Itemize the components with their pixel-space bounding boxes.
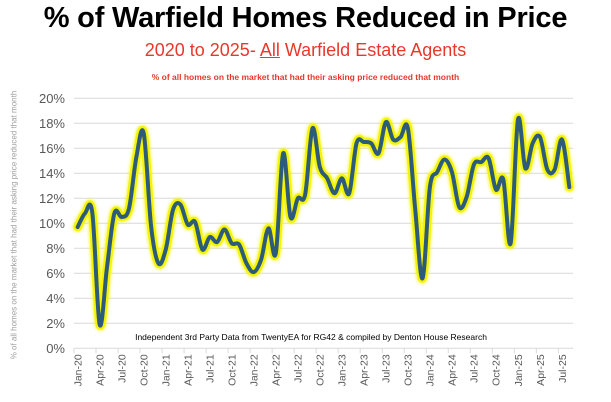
x-tick-label: Apr-25 [535, 354, 547, 386]
x-tick-label: Apr-23 [359, 354, 371, 386]
y-tick-label: 10% [39, 216, 65, 231]
x-tick-label: Apr-22 [271, 354, 283, 386]
source-annotation: Independent 3rd Party Data from TwentyEA… [135, 332, 487, 342]
x-tick-label: Jan-23 [337, 354, 349, 386]
x-tick-label: Jul-21 [205, 354, 217, 383]
y-tick-label: 14% [39, 166, 65, 181]
series-group [72, 112, 575, 332]
x-tick-label: Jul-25 [557, 354, 569, 383]
y-axis-ticks: 0% 2% 4% 6% 8% 10% 12% 14% 16% 18% 20% [39, 91, 65, 356]
y-tick-label: 18% [39, 116, 65, 131]
chart-note: % of all homes on the market that had th… [151, 72, 460, 82]
y-tick-label: 16% [39, 141, 65, 156]
x-tick-label: Oct-21 [227, 354, 239, 386]
subtitle-prefix: 2020 to 2025- [144, 40, 260, 60]
x-tick-label: Oct-24 [491, 354, 503, 386]
x-axis: Jan-20 Apr-20 Jul-20 Oct-20 Jan-21 Apr-21 Jul-… [72, 348, 569, 386]
y-tick-label: 12% [39, 191, 65, 206]
series-line [75, 115, 572, 328]
x-tick-label: Jan-24 [425, 354, 437, 386]
x-tick-label: Apr-20 [94, 354, 106, 386]
x-tick-label: Oct-20 [139, 354, 151, 386]
x-tick-label: Jul-22 [293, 354, 305, 383]
chart-subtitle: 2020 to 2025- All Warfield Estate Agents [0, 40, 611, 61]
x-tick-label: Jan-21 [161, 354, 173, 386]
y-tick-label: 2% [46, 316, 65, 331]
subtitle-underlined: All [259, 40, 280, 60]
chart-title: % of Warfield Homes Reduced in Price [43, 2, 568, 34]
x-tick-label: Jan-20 [72, 354, 84, 386]
x-tick-label: Apr-21 [183, 354, 195, 386]
y-tick-label: 0% [46, 341, 65, 356]
y-tick-label: 8% [46, 241, 65, 256]
subtitle-suffix: Warfield Estate Agents [279, 40, 467, 60]
x-tick-label: Jul-23 [381, 354, 393, 383]
x-tick-label: Apr-24 [447, 354, 459, 386]
y-tick-label: 20% [39, 91, 65, 106]
x-tick-label: Jul-20 [116, 354, 128, 383]
x-tick-label: Oct-23 [403, 354, 415, 386]
x-tick-label: Jul-24 [469, 354, 481, 383]
y-tick-label: 6% [46, 266, 65, 281]
x-tick-label: Jan-22 [249, 354, 261, 386]
x-tick-label: Oct-22 [315, 354, 327, 386]
y-tick-label: 4% [46, 291, 65, 306]
x-tick-label: Jan-25 [513, 354, 525, 386]
